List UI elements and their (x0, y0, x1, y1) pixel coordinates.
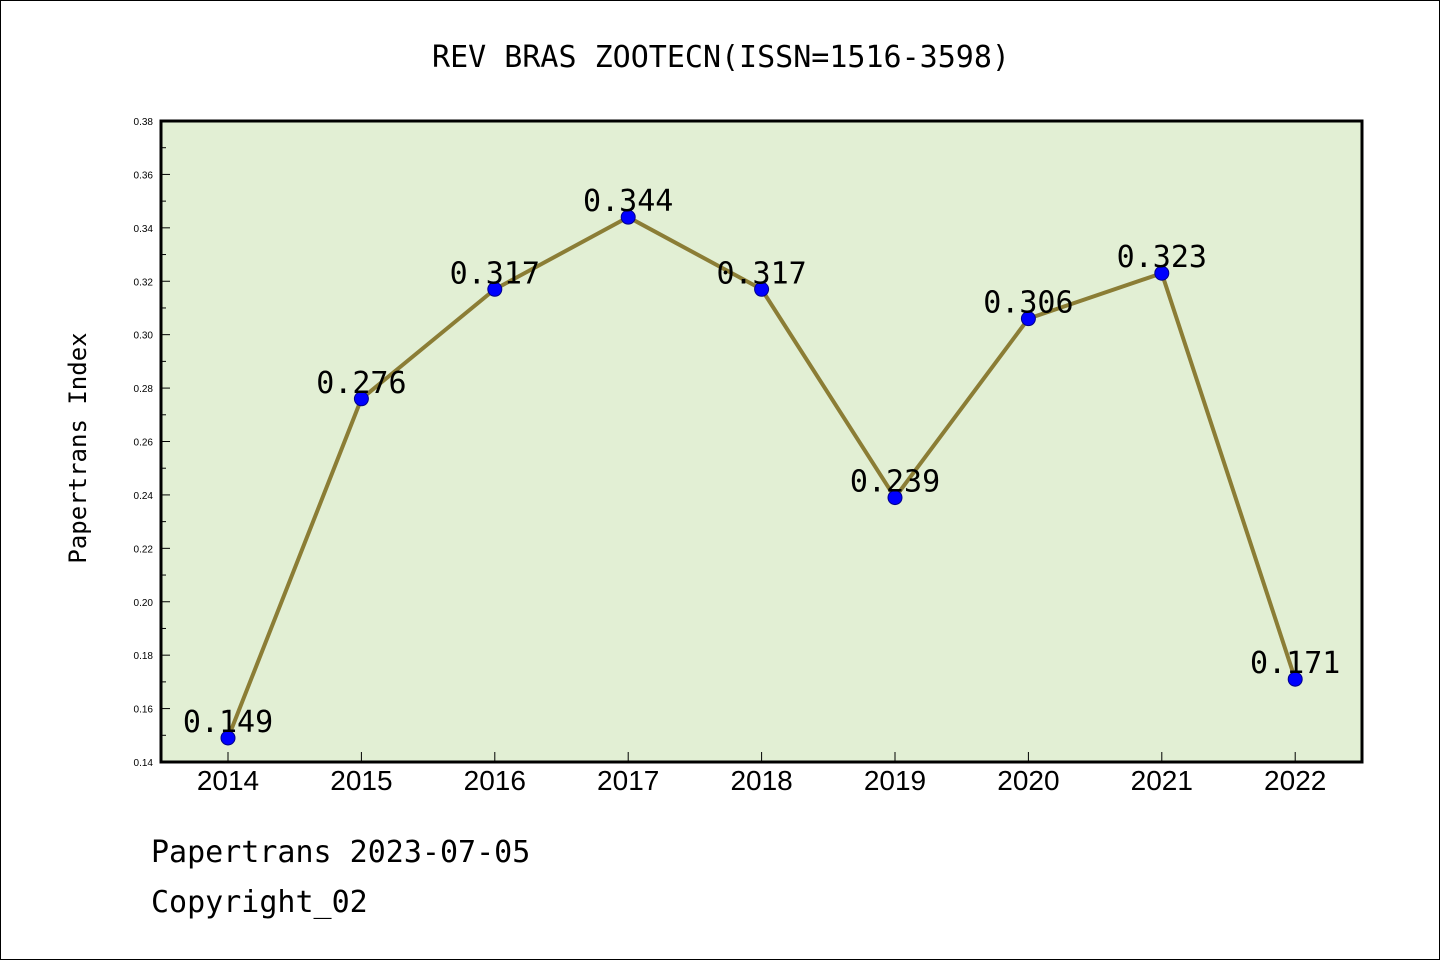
y-tick-label: 0.14 (134, 758, 154, 769)
axis-ticks: 0.14 0.16 0.18 0.20 0.22 0.24 0.26 0.28 0.30 0.32… (134, 117, 1327, 796)
series: 0.149 0.276 0.317 0.344 0.317 0.239 0.306 0.323… (183, 184, 1340, 746)
x-tick-label: 2021 (1131, 765, 1193, 796)
y-tick-label: 0.24 (134, 491, 154, 502)
data-point (1287, 671, 1303, 687)
x-tick-label: 2015 (330, 765, 392, 796)
y-tick-label: 0.16 (134, 705, 154, 716)
x-tick-label: 2017 (597, 765, 659, 796)
y-tick-label: 0.28 (134, 384, 154, 395)
y-tick-label: 0.36 (134, 170, 154, 181)
data-label: 0.317 (716, 256, 806, 291)
y-tick-label: 0.22 (134, 544, 154, 555)
data-label: 0.239 (850, 465, 940, 500)
footer-copyright-line: Copyright_02 (151, 885, 368, 920)
x-tick-label: 2018 (730, 765, 792, 796)
data-point (754, 281, 770, 297)
x-tick-label: 2019 (864, 765, 926, 796)
plot-area (161, 121, 1362, 762)
data-point (620, 209, 636, 225)
y-tick-label: 0.32 (134, 277, 154, 288)
data-label: 0.323 (1117, 240, 1207, 275)
data-label: 0.344 (583, 184, 673, 219)
x-tick-label: 2020 (997, 765, 1059, 796)
data-point (487, 281, 503, 297)
data-point (220, 730, 236, 746)
plot-border (159, 119, 1364, 764)
data-label: 0.171 (1250, 646, 1340, 681)
y-tick-label: 0.18 (134, 651, 154, 662)
data-point (1020, 311, 1036, 327)
data-point (1154, 265, 1170, 281)
chart-title: REV BRAS ZOOTECN(ISSN=1516-3598) (432, 40, 1010, 75)
x-tick-label: 2022 (1264, 765, 1326, 796)
y-tick-label: 0.38 (134, 117, 154, 128)
y-tick-label: 0.34 (134, 224, 154, 235)
data-point (887, 490, 903, 506)
data-point (353, 391, 369, 407)
footer-date-line: Papertrans 2023-07-05 (151, 835, 531, 870)
y-axis-label: Papertrans Index (64, 332, 92, 563)
data-label: 0.276 (316, 366, 406, 401)
data-label: 0.317 (450, 256, 540, 291)
data-label: 0.306 (983, 286, 1073, 321)
y-tick-label: 0.26 (134, 438, 154, 449)
data-label: 0.149 (183, 705, 273, 740)
x-tick-label: 2014 (197, 765, 259, 796)
y-tick-label: 0.20 (134, 598, 154, 609)
y-tick-label: 0.30 (134, 331, 154, 342)
x-tick-label: 2016 (464, 765, 526, 796)
